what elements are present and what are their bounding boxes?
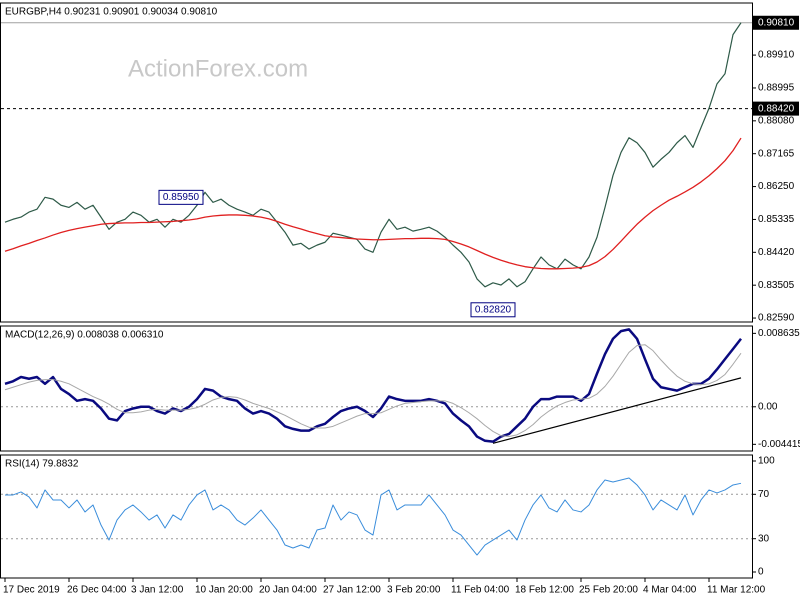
annotation-box bbox=[470, 302, 516, 318]
panel-frame bbox=[0, 2, 753, 323]
series-line bbox=[4, 22, 742, 288]
x-tick-label: 18 Feb 12:00 bbox=[515, 585, 574, 596]
x-tick-label: 11 Mar 12:00 bbox=[707, 585, 766, 596]
series-line bbox=[4, 344, 742, 438]
price-label-box bbox=[753, 101, 799, 116]
y-tick-label: 0.88080 bbox=[758, 115, 795, 126]
y-tick-label: 0.83505 bbox=[758, 280, 795, 291]
x-tick-label: 26 Dec 04:00 bbox=[67, 585, 127, 596]
price-label: 0.88420 bbox=[758, 103, 795, 114]
annotation-label: 0.85950 bbox=[163, 192, 200, 203]
x-tick-label: 10 Jan 20:00 bbox=[195, 585, 253, 596]
price-label: 0.90810 bbox=[758, 17, 795, 28]
x-tick-label: 27 Jan 12:00 bbox=[323, 585, 381, 596]
x-tick-label: 20 Jan 04:00 bbox=[259, 585, 317, 596]
y-tick-label: 0.85335 bbox=[758, 214, 795, 225]
y-tick-label: 0.00 bbox=[758, 401, 778, 412]
annotation-label: 0.82820 bbox=[475, 304, 512, 315]
y-tick-label: 30 bbox=[758, 533, 770, 544]
y-tick-label: 0.84420 bbox=[758, 247, 795, 258]
annotation-box bbox=[158, 189, 204, 205]
panel-title: EURGBP,H4 0.90231 0.90901 0.90034 0.9081… bbox=[5, 7, 218, 18]
x-tick-label: 3 Feb 20:00 bbox=[387, 585, 441, 596]
x-tick-label: 17 Dec 2019 bbox=[3, 585, 60, 596]
panel-title: MACD(12,26,9) 0.008038 0.006310 bbox=[5, 330, 164, 341]
y-tick-label: 70 bbox=[758, 489, 770, 500]
y-tick-label: 100 bbox=[758, 456, 775, 467]
x-tick-label: 3 Jan 12:00 bbox=[131, 585, 184, 596]
x-tick-label: 11 Feb 04:00 bbox=[451, 585, 510, 596]
series-line bbox=[4, 328, 742, 443]
price-label-box bbox=[753, 15, 799, 30]
y-tick-label: 0 bbox=[758, 567, 764, 578]
x-tick-label: 25 Feb 20:00 bbox=[579, 585, 638, 596]
panel-frame bbox=[0, 325, 753, 452]
y-tick-label: 0.88995 bbox=[758, 83, 795, 94]
panel-title: RSI(14) 79.8832 bbox=[5, 459, 79, 470]
y-tick-label: -0.004415 bbox=[758, 439, 800, 450]
series-line bbox=[5, 477, 742, 556]
y-tick-label: 0.89910 bbox=[758, 50, 795, 61]
y-tick-label: 0.87165 bbox=[758, 148, 795, 159]
y-tick-label: 0.008635 bbox=[758, 328, 800, 339]
panel-frame bbox=[0, 454, 753, 579]
x-tick-label: 4 Mar 04:00 bbox=[643, 585, 697, 596]
watermark: ActionForex.com bbox=[128, 55, 308, 82]
y-tick-label: 0.82590 bbox=[758, 313, 795, 324]
series-line bbox=[4, 137, 742, 270]
trend-line bbox=[492, 377, 742, 444]
y-tick-label: 0.86250 bbox=[758, 181, 795, 192]
